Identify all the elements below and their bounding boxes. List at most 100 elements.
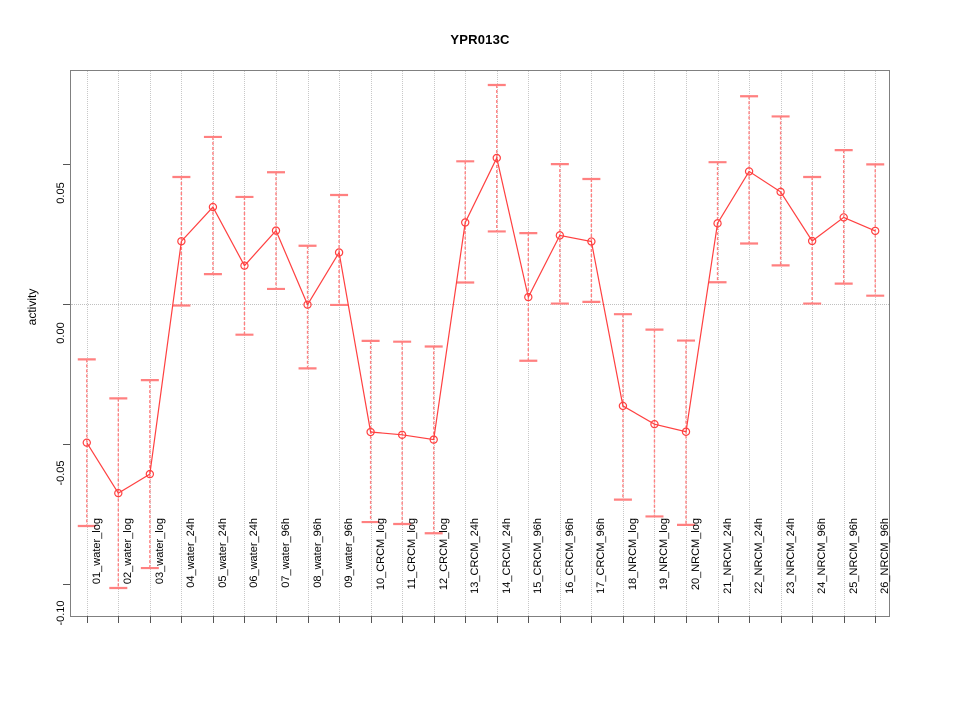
chart-title: YPR013C <box>450 32 510 47</box>
y-axis-tick-label: 0.05 <box>55 181 67 204</box>
x-axis-tick-label: 18_NRCM_log <box>626 518 639 591</box>
x-axis-tick <box>339 616 341 623</box>
x-axis-tick <box>402 616 404 623</box>
data-point-marker <box>492 153 501 163</box>
data-point-marker <box>145 469 155 479</box>
vertical-gridline <box>433 71 435 616</box>
x-axis-tick-label: 15_CRCM_96h <box>532 518 545 594</box>
data-point-marker <box>681 427 691 436</box>
x-axis-tick-label: 12_CRCM_log <box>437 518 450 591</box>
vertical-gridline <box>622 71 624 616</box>
data-point-marker <box>334 248 344 257</box>
data-point-marker <box>744 167 754 176</box>
zero-gridline <box>71 303 889 305</box>
x-axis-tick <box>654 616 656 623</box>
x-axis-tick-label: 13_CRCM_24h <box>469 518 482 594</box>
x-axis-tick <box>244 616 246 623</box>
x-axis-tick-label: 05_water_24h <box>216 518 229 588</box>
vertical-gridline <box>118 71 120 616</box>
x-axis-tick <box>717 616 719 623</box>
vertical-gridline <box>780 71 782 616</box>
vertical-gridline <box>465 71 467 616</box>
x-axis-tick <box>780 616 782 623</box>
x-axis-tick <box>307 616 309 623</box>
x-axis-tick <box>686 616 687 623</box>
y-axis-label: activity <box>25 288 39 326</box>
x-axis-tick <box>118 616 120 623</box>
vertical-gridline <box>812 71 814 616</box>
data-point-marker <box>271 226 281 235</box>
vertical-gridline <box>496 71 498 616</box>
vertical-gridline <box>86 71 88 616</box>
data-point-marker <box>555 231 565 240</box>
y-axis-tick-label: -0.10 <box>55 600 67 626</box>
data-point-marker <box>366 427 375 437</box>
x-axis-tick-label: 20_NRCM_log <box>690 518 702 591</box>
series-line <box>86 156 876 494</box>
x-axis-tick-label: 14_CRCM_24h <box>500 518 513 594</box>
data-point-marker <box>839 213 848 222</box>
vertical-gridline <box>559 71 561 616</box>
data-point-marker <box>208 202 218 212</box>
x-axis-tick <box>465 616 467 623</box>
x-axis-tick-label: 25_NRCM_96h <box>847 518 860 594</box>
x-axis-tick <box>843 616 845 623</box>
x-axis-tick <box>149 616 151 623</box>
x-axis-tick <box>370 616 372 623</box>
x-axis-tick-label: 03_water_log <box>153 518 166 585</box>
x-axis-tick-label: 19_NRCM_log <box>658 518 671 591</box>
x-axis-tick-label: 11_CRCM_log <box>406 518 419 590</box>
data-point-marker <box>303 300 312 309</box>
data-point-marker <box>650 419 659 429</box>
x-axis-tick <box>276 616 277 623</box>
x-axis-tick <box>812 616 814 623</box>
vertical-gridline <box>339 71 341 616</box>
x-axis-tick <box>496 616 498 623</box>
x-axis-tick-label: 23_NRCM_24h <box>784 518 797 594</box>
data-point-marker <box>807 236 817 246</box>
data-point-marker <box>618 401 628 411</box>
data-point-marker <box>461 218 470 227</box>
y-axis-tick <box>63 584 70 586</box>
y-axis-tick <box>63 444 70 446</box>
y-axis-tick-label: 0.00 <box>55 322 67 344</box>
y-axis-tick <box>63 163 70 165</box>
vertical-gridline <box>181 71 183 616</box>
x-axis-tick-label: 01_water_log <box>90 518 103 585</box>
x-axis-tick <box>212 616 214 623</box>
x-axis-tick <box>591 616 593 623</box>
data-point-marker <box>587 237 596 246</box>
vertical-gridline <box>244 71 246 616</box>
vertical-gridline <box>875 71 877 616</box>
data-point-marker <box>177 237 186 246</box>
vertical-gridline <box>276 71 277 616</box>
vertical-gridline <box>749 71 751 616</box>
x-axis-tick-label: 17_CRCM_96h <box>595 518 608 594</box>
vertical-gridline <box>149 71 151 616</box>
vertical-gridline <box>591 71 593 616</box>
data-point-marker <box>429 435 438 444</box>
y-axis-tick-label: -0.05 <box>55 460 67 486</box>
data-point-marker <box>524 292 533 302</box>
x-axis-tick <box>749 616 751 623</box>
x-axis-tick-label: 07_water_96h <box>280 518 292 588</box>
data-point-marker <box>713 219 722 228</box>
x-axis-tick-label: 10_CRCM_log <box>374 518 387 591</box>
data-point-marker <box>871 226 880 236</box>
x-axis-tick-label: 02_water_log <box>122 518 135 585</box>
data-point-marker <box>240 261 249 270</box>
x-axis-tick-label: 04_water_24h <box>185 518 198 588</box>
data-point-marker <box>82 438 91 447</box>
vertical-gridline <box>717 71 719 616</box>
vertical-gridline <box>843 71 845 616</box>
vertical-gridline <box>212 71 214 616</box>
x-axis-tick <box>875 616 877 623</box>
x-axis-tick-label: 08_water_96h <box>311 518 324 588</box>
x-axis-tick <box>528 616 530 623</box>
x-axis-tick-label: 24_NRCM_96h <box>816 518 829 594</box>
x-axis-tick <box>559 616 561 623</box>
x-axis-tick <box>86 616 88 623</box>
vertical-gridline <box>654 71 656 616</box>
series-errorbar-plot <box>77 83 885 590</box>
